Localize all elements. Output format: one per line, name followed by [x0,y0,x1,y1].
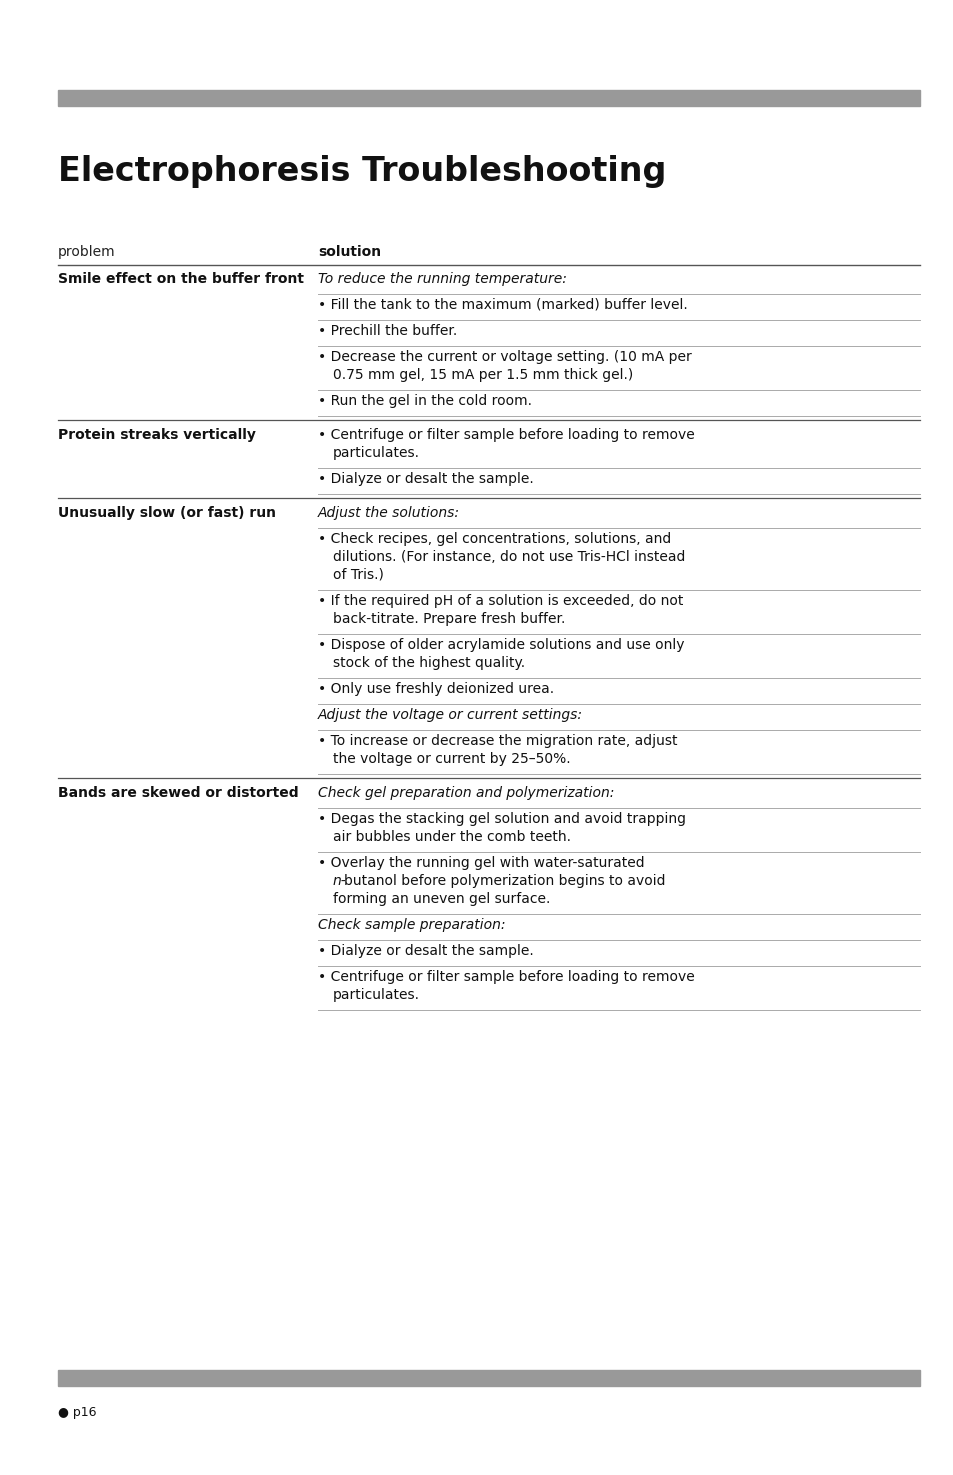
Text: stock of the highest quality.: stock of the highest quality. [333,656,524,670]
Text: Bands are skewed or distorted: Bands are skewed or distorted [58,786,298,799]
Text: • Centrifuge or filter sample before loading to remove: • Centrifuge or filter sample before loa… [317,971,694,984]
Text: • Only use freshly deionized urea.: • Only use freshly deionized urea. [317,681,554,696]
Text: • Run the gel in the cold room.: • Run the gel in the cold room. [317,394,532,409]
Text: • Prechill the buffer.: • Prechill the buffer. [317,324,456,338]
Text: Protein streaks vertically: Protein streaks vertically [58,428,255,442]
Text: Unusually slow (or fast) run: Unusually slow (or fast) run [58,506,275,521]
Text: solution: solution [317,245,381,260]
Text: • Dispose of older acrylamide solutions and use only: • Dispose of older acrylamide solutions … [317,639,684,652]
Text: • Dialyze or desalt the sample.: • Dialyze or desalt the sample. [317,472,533,485]
Text: • If the required pH of a solution is exceeded, do not: • If the required pH of a solution is ex… [317,594,682,608]
Text: of Tris.): of Tris.) [333,568,383,583]
Text: • To increase or decrease the migration rate, adjust: • To increase or decrease the migration … [317,735,677,748]
Bar [58,90,919,106]
Bar [58,1370,919,1386]
Text: • Degas the stacking gel solution and avoid trapping: • Degas the stacking gel solution and av… [317,813,685,826]
Text: • Decrease the current or voltage setting. (10 mA per: • Decrease the current or voltage settin… [317,350,691,364]
Text: • Fill the tank to the maximum (marked) buffer level.: • Fill the tank to the maximum (marked) … [317,298,687,313]
Text: the voltage or current by 25–50%.: the voltage or current by 25–50%. [333,752,570,766]
Text: • Dialyze or desalt the sample.: • Dialyze or desalt the sample. [317,944,533,957]
Text: Smile effect on the buffer front: Smile effect on the buffer front [58,271,304,286]
Text: butanol before polymerization begins to avoid: butanol before polymerization begins to … [344,875,665,888]
Text: Electrophoresis Troubleshooting: Electrophoresis Troubleshooting [58,155,666,187]
Text: To reduce the running temperature:: To reduce the running temperature: [317,271,566,286]
Text: air bubbles under the comb teeth.: air bubbles under the comb teeth. [333,830,571,844]
Text: particulates.: particulates. [333,988,419,1002]
Text: n-: n- [333,875,346,888]
Text: • Overlay the running gel with water-saturated: • Overlay the running gel with water-sat… [317,855,644,870]
Text: dilutions. (For instance, do not use Tris-HCl instead: dilutions. (For instance, do not use Tri… [333,550,684,563]
Text: Check gel preparation and polymerization:: Check gel preparation and polymerization… [317,786,614,799]
Text: • Check recipes, gel concentrations, solutions, and: • Check recipes, gel concentrations, sol… [317,532,671,546]
Text: Adjust the solutions:: Adjust the solutions: [317,506,459,521]
Text: Adjust the voltage or current settings:: Adjust the voltage or current settings: [317,708,582,721]
Text: 0.75 mm gel, 15 mA per 1.5 mm thick gel.): 0.75 mm gel, 15 mA per 1.5 mm thick gel.… [333,367,633,382]
Text: particulates.: particulates. [333,445,419,460]
Text: forming an uneven gel surface.: forming an uneven gel surface. [333,892,550,906]
Text: problem: problem [58,245,115,260]
Text: Check sample preparation:: Check sample preparation: [317,917,505,932]
Text: • Centrifuge or filter sample before loading to remove: • Centrifuge or filter sample before loa… [317,428,694,442]
Text: back-titrate. Prepare fresh buffer.: back-titrate. Prepare fresh buffer. [333,612,565,625]
Text: ● p16: ● p16 [58,1406,96,1419]
